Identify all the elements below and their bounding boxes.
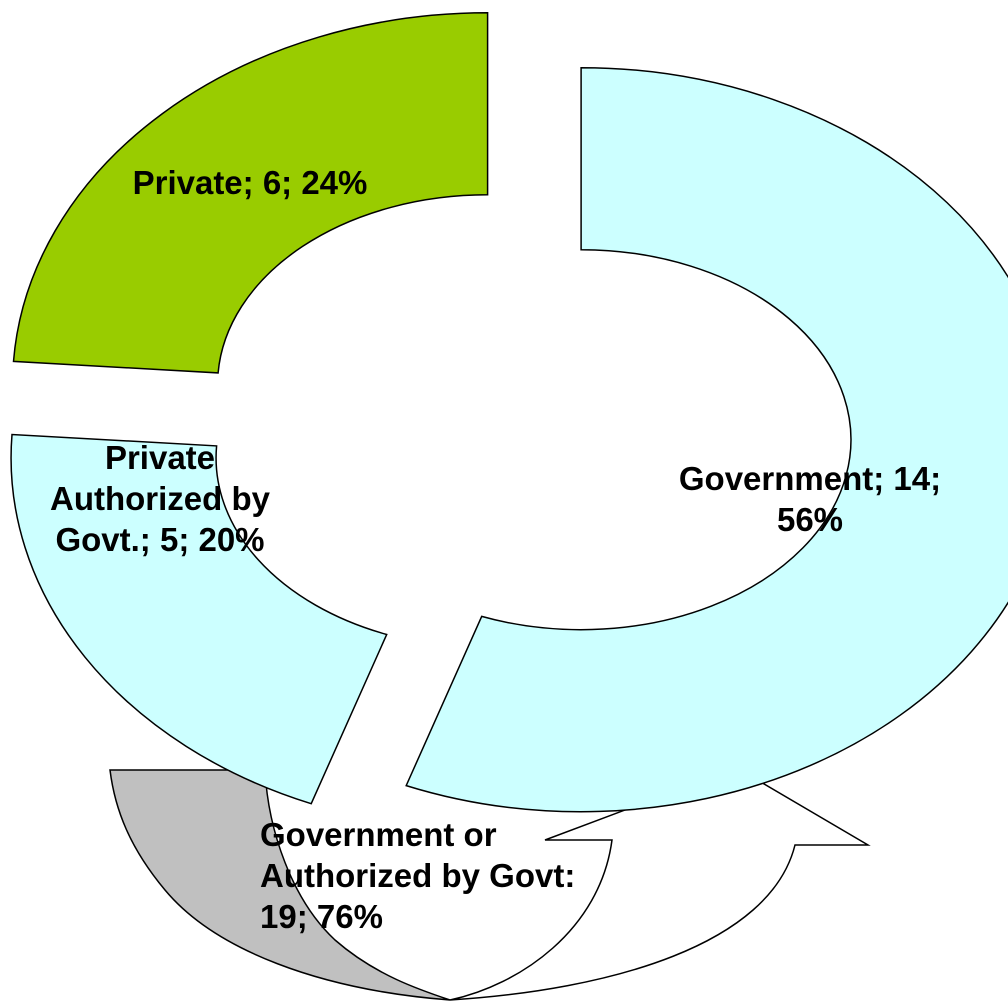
slice-label-government: Government; 14; 56% (610, 458, 1008, 540)
label-line: Private; 6; 24% (132, 164, 368, 201)
label-line: Government or (260, 816, 497, 853)
group-bracket-band (109, 769, 451, 1001)
donut-slice-private-authorized-by-govt (10, 433, 388, 805)
label-line: Authorized by (50, 480, 270, 517)
group-label: Government or Authorized by Govt: 19; 76… (260, 814, 680, 937)
label-line: Private (104, 439, 216, 476)
label-line: 19; 76% (260, 898, 383, 935)
donut-slice-government (405, 66, 1008, 813)
label-line: Authorized by Govt: (260, 857, 576, 894)
donut-slice-private (12, 12, 489, 374)
slice-label-private: Private; 6; 24% (70, 162, 430, 203)
slice-label-private-authorized: Private Authorized by Govt.; 5; 20% (5, 437, 315, 560)
label-line: 56% (776, 501, 844, 538)
group-bracket-arrow (449, 767, 871, 1001)
label-line: Govt.; 5; 20% (55, 521, 265, 558)
label-line: Government; 14; (678, 460, 942, 497)
